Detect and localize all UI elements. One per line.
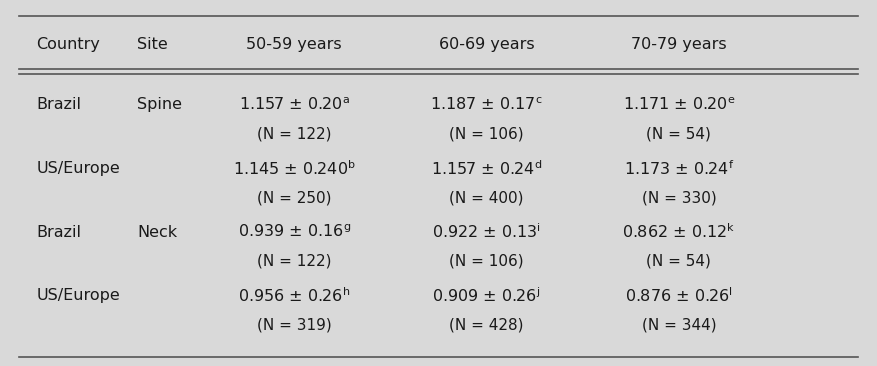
Text: (N = 54): (N = 54) [646, 254, 711, 269]
Text: (N = 122): (N = 122) [257, 127, 332, 142]
Text: Brazil: Brazil [36, 224, 82, 239]
Text: 1.187 ± 0.17$^{\mathrm{c}}$: 1.187 ± 0.17$^{\mathrm{c}}$ [431, 97, 543, 113]
Text: (N = 106): (N = 106) [449, 254, 524, 269]
Text: US/Europe: US/Europe [36, 161, 120, 176]
Text: 50-59 years: 50-59 years [246, 37, 342, 52]
Text: (N = 122): (N = 122) [257, 254, 332, 269]
Text: Spine: Spine [137, 97, 182, 112]
Text: Site: Site [137, 37, 168, 52]
Text: Brazil: Brazil [36, 97, 82, 112]
Text: 1.173 ± 0.24$^{\mathrm{f}}$: 1.173 ± 0.24$^{\mathrm{f}}$ [624, 159, 734, 178]
Text: (N = 344): (N = 344) [642, 317, 717, 332]
Text: 70-79 years: 70-79 years [631, 37, 727, 52]
Text: Neck: Neck [137, 224, 177, 239]
Text: (N = 319): (N = 319) [257, 317, 332, 332]
Text: (N = 400): (N = 400) [449, 190, 524, 205]
Text: 1.157 ± 0.20$^{\mathrm{a}}$: 1.157 ± 0.20$^{\mathrm{a}}$ [239, 97, 350, 113]
Text: 0.922 ± 0.13$^{\mathrm{i}}$: 0.922 ± 0.13$^{\mathrm{i}}$ [432, 223, 541, 242]
Text: (N = 330): (N = 330) [642, 190, 717, 205]
Text: US/Europe: US/Europe [36, 288, 120, 303]
Text: 1.157 ± 0.24$^{\mathrm{d}}$: 1.157 ± 0.24$^{\mathrm{d}}$ [431, 159, 542, 178]
Text: 0.956 ± 0.26$^{\mathrm{h}}$: 0.956 ± 0.26$^{\mathrm{h}}$ [238, 286, 351, 305]
Text: Country: Country [36, 37, 100, 52]
Text: (N = 428): (N = 428) [449, 317, 524, 332]
Text: 1.171 ± 0.20$^{\mathrm{e}}$: 1.171 ± 0.20$^{\mathrm{e}}$ [623, 97, 735, 113]
Text: (N = 54): (N = 54) [646, 127, 711, 142]
Text: 0.909 ± 0.26$^{\mathrm{j}}$: 0.909 ± 0.26$^{\mathrm{j}}$ [432, 286, 541, 305]
Text: 1.145 ± 0.240$^{\mathrm{b}}$: 1.145 ± 0.240$^{\mathrm{b}}$ [232, 159, 356, 178]
Text: (N = 106): (N = 106) [449, 127, 524, 142]
Text: (N = 250): (N = 250) [257, 190, 332, 205]
Text: 0.939 ± 0.16$^{\mathrm{g}}$: 0.939 ± 0.16$^{\mathrm{g}}$ [238, 224, 351, 240]
Text: 0.876 ± 0.26$^{\mathrm{l}}$: 0.876 ± 0.26$^{\mathrm{l}}$ [625, 286, 733, 305]
Text: 0.862 ± 0.12$^{\mathrm{k}}$: 0.862 ± 0.12$^{\mathrm{k}}$ [623, 223, 736, 242]
Text: 60-69 years: 60-69 years [438, 37, 534, 52]
